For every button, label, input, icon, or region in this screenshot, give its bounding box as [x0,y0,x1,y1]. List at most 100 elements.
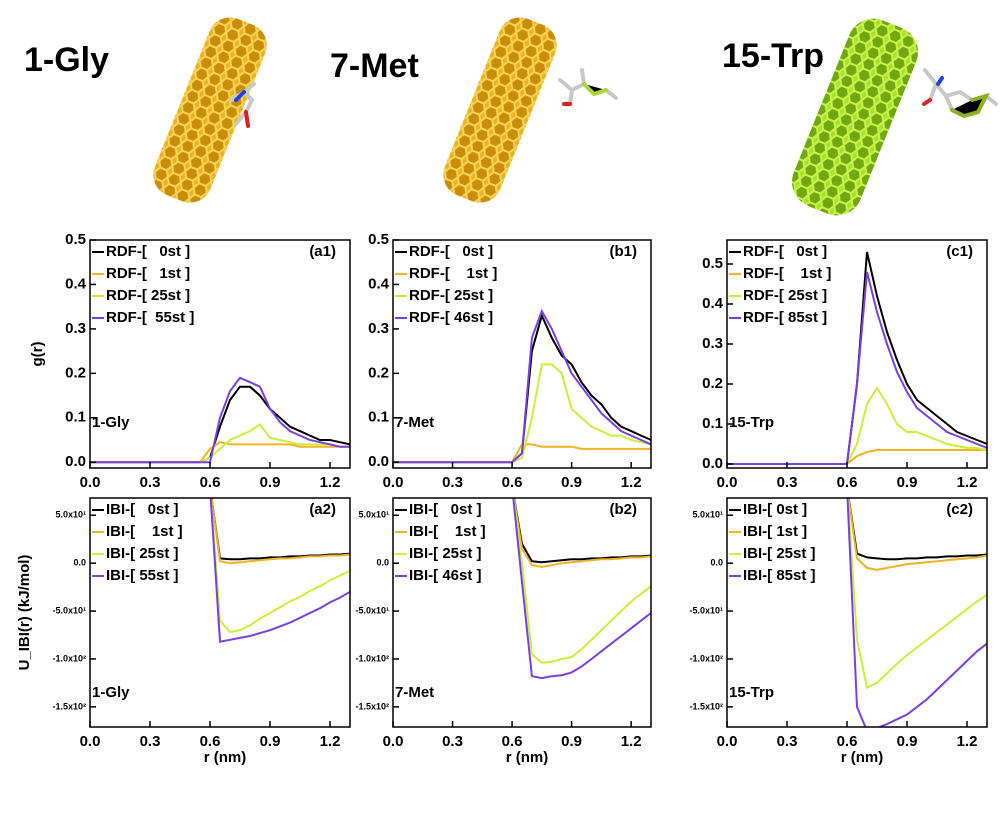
panel-annotation: 15-Trp [729,414,774,431]
y-axis-label: U_IBI(r) (kJ/mol) [16,555,33,671]
x-axis-label: r (nm) [506,749,549,766]
y-tick-label: 0.1 [65,409,86,426]
legend-label: RDF-[ 25st ] [409,287,493,304]
x-tick-label: 0.0 [80,733,101,750]
y-tick-label: 0.3 [65,320,86,337]
y-tick-label: 0.2 [702,375,723,392]
panel-label: (c1) [946,243,973,260]
x-axis-label: r (nm) [841,749,884,766]
y-tick-label: 0.4 [65,275,87,292]
y-tick-label: 0.0 [376,558,389,568]
y-tick-label: 0.2 [368,364,389,381]
x-tick-label: 1.2 [957,474,978,491]
panel-annotation: 1-Gly [92,414,130,431]
legend-label: RDF-[ 55st ] [106,309,194,326]
legend-label: IBI-[ 0st ] [409,501,482,518]
y-tick-label: 0.4 [368,275,390,292]
legend-label: IBI-[ 25st ] [743,545,816,562]
series-line [393,311,651,462]
x-tick-label: 0.9 [260,733,281,750]
x-tick-label: 0.0 [383,733,404,750]
y-tick-label: 0.0 [710,558,723,568]
panel-label: (a2) [309,501,336,518]
legend-label: RDF-[ 0st ] [743,243,827,260]
legend-label: RDF-[ 1st ] [106,265,190,282]
y-tick-label: -1.5x10² [52,701,86,711]
y-tick-label: 5.0x10¹ [692,510,723,520]
y-tick-label: 0.0 [73,558,86,568]
legend-label: RDF-[ 85st ] [743,309,827,326]
legend-label: IBI-[ 25st ] [106,545,179,562]
x-tick-label: 0.3 [140,474,161,491]
legend-label: RDF-[ 0st ] [106,243,190,260]
x-tick-label: 0.6 [837,733,858,750]
y-tick-label: 5.0x10¹ [358,510,389,520]
y-tick-label: 0.0 [702,455,723,472]
panel-annotation: 15-Trp [729,684,774,701]
x-tick-label: 0.0 [383,474,404,491]
y-tick-label: -1.0x10² [689,653,723,663]
y-tick-label: 0.5 [702,255,723,272]
y-tick-label: -5.0x10¹ [689,605,723,615]
series-line [727,450,987,464]
legend-label: IBI-[ 0st ] [743,501,807,518]
x-tick-label: 0.0 [717,474,738,491]
panel-annotation: 7-Met [395,684,434,701]
header: 15-Trp [722,37,824,75]
legend-label: RDF-[ 25st ] [106,287,190,304]
y-tick-label: 0.0 [65,453,86,470]
x-tick-label: 0.9 [897,474,918,491]
x-tick-label: 1.2 [320,733,341,750]
y-tick-label: 0.5 [65,231,86,248]
y-tick-label: -1.5x10² [689,701,723,711]
x-tick-label: 0.0 [80,474,101,491]
legend-label: IBI-[ 25st ] [409,545,482,562]
x-tick-label: 0.9 [561,733,582,750]
legend-label: IBI-[ 1st ] [743,523,807,540]
x-tick-label: 0.0 [717,733,738,750]
y-tick-label: 0.0 [368,453,389,470]
series-line [393,316,651,463]
y-tick-label: 0.2 [65,364,86,381]
x-tick-label: 0.6 [502,733,523,750]
y-tick-label: 0.1 [702,415,723,432]
legend-label: RDF-[ 25st ] [743,287,827,304]
y-tick-label: -1.0x10² [52,653,86,663]
x-tick-label: 1.2 [957,733,978,750]
legend-label: RDF-[ 1st ] [743,265,831,282]
y-tick-label: -1.0x10² [355,653,389,663]
legend-label: RDF-[ 1st ] [409,265,497,282]
legend-label: IBI-[ 55st ] [106,567,179,584]
x-tick-label: 0.6 [837,474,858,491]
legend-label: IBI-[ 1st ] [409,523,486,540]
legend-label: IBI-[ 1st ] [106,523,183,540]
y-axis-label: g(r) [29,342,46,367]
legend-label: IBI-[ 85st ] [743,567,816,584]
legend-label: RDF-[ 0st ] [409,243,493,260]
panel-label: (b2) [610,501,638,518]
x-tick-label: 1.2 [621,733,642,750]
x-axis-label: r (nm) [204,749,247,766]
x-tick-label: 0.9 [260,474,281,491]
y-tick-label: 0.3 [368,320,389,337]
y-tick-label: -5.0x10¹ [52,605,86,615]
x-tick-label: 0.3 [442,733,463,750]
y-tick-label: 0.3 [702,335,723,352]
y-tick-label: 0.5 [368,231,389,248]
figure: 1-Gly 7-Met 15-Trp 0.0 0.3 0.6 0.9 1.2 0.0 0.1… [0,0,1007,823]
header: 7-Met [330,47,419,85]
header: 1-Gly [24,41,109,79]
x-tick-label: 0.9 [561,474,582,491]
x-tick-label: 1.2 [621,474,642,491]
x-tick-label: 0.6 [200,474,221,491]
y-tick-label: 5.0x10¹ [55,510,86,520]
legend-label: IBI-[ 46st ] [409,567,482,584]
legend-label: IBI-[ 0st ] [106,501,179,518]
x-tick-label: 1.2 [320,474,341,491]
x-tick-label: 0.3 [777,474,798,491]
y-tick-label: 0.4 [702,295,724,312]
panel-label: (c2) [946,501,973,518]
x-tick-label: 0.3 [777,733,798,750]
x-tick-label: 0.3 [442,474,463,491]
y-tick-label: -1.5x10² [355,701,389,711]
